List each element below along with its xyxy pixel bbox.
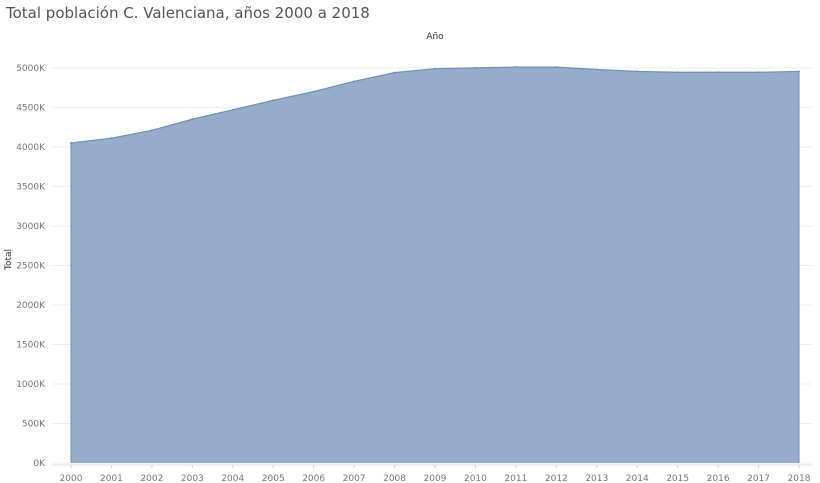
x-tick-label: 2016 [707, 474, 730, 483]
x-tick-label: 2014 [626, 474, 649, 483]
y-tick-label: 500K [22, 419, 46, 429]
y-tick-label: 2500K [16, 261, 46, 271]
data-point [676, 71, 679, 74]
y-tick-label: 4000K [16, 143, 46, 153]
data-point [757, 71, 760, 74]
x-tick-label: 2009 [424, 474, 447, 483]
data-point [595, 68, 598, 71]
x-tick-label: 2003 [181, 474, 204, 483]
x-tick-label: 2015 [666, 474, 689, 483]
x-tick-label: 2011 [504, 474, 527, 483]
x-tick-label: 2006 [302, 474, 325, 483]
x-tick-label: 2005 [262, 474, 285, 483]
data-point [231, 108, 234, 111]
y-tick-label: 4500K [16, 103, 46, 113]
data-point [150, 129, 153, 132]
y-axis: 0K 500K 1000K 1500K 2000K 2500K 3000K 3500K 4000… [16, 64, 46, 469]
y-tick-label: 3500K [16, 182, 46, 192]
x-tick-label: 2000 [60, 474, 83, 483]
x-tick-label: 2008 [383, 474, 406, 483]
x-tick-label: 2004 [221, 474, 244, 483]
x-tick-label: 2010 [464, 474, 487, 483]
data-point [434, 67, 436, 70]
y-tick-label: 1500K [16, 340, 46, 350]
y-tick-label: 1000K [16, 380, 46, 390]
x-tick-label: 2002 [140, 474, 163, 483]
y-tick-label: 5000K [16, 64, 46, 74]
y-tick-label: 0K [33, 459, 46, 469]
x-tick-label: 2017 [747, 474, 770, 483]
x-tick-label: 2007 [343, 474, 366, 483]
y-tick-label: 2000K [16, 301, 46, 311]
data-point [555, 66, 558, 69]
x-tick-label: 2018 [788, 474, 811, 483]
area-fill [71, 67, 799, 464]
data-point [474, 66, 477, 69]
y-tick-label: 3000K [16, 222, 46, 232]
data-point [272, 99, 275, 102]
area-layer [70, 66, 800, 464]
x-tick-label: 2013 [585, 474, 608, 483]
data-point [636, 70, 639, 73]
data-point [514, 66, 517, 69]
data-point [353, 80, 356, 83]
data-point [393, 71, 396, 74]
data-point [312, 90, 315, 93]
x-column-header: Año [426, 32, 444, 42]
chart-title: Total población C. Valenciana, años 2000… [6, 4, 370, 22]
x-tick-label: 2001 [100, 474, 123, 483]
data-point [717, 71, 720, 74]
data-point [191, 118, 194, 121]
data-point [798, 70, 800, 73]
x-tick-label: 2012 [545, 474, 568, 483]
data-point [70, 141, 72, 144]
data-point [110, 137, 113, 140]
x-axis: 2000 2001 2002 2003 2004 2005 2006 2007 2008 2009… [52, 464, 812, 483]
